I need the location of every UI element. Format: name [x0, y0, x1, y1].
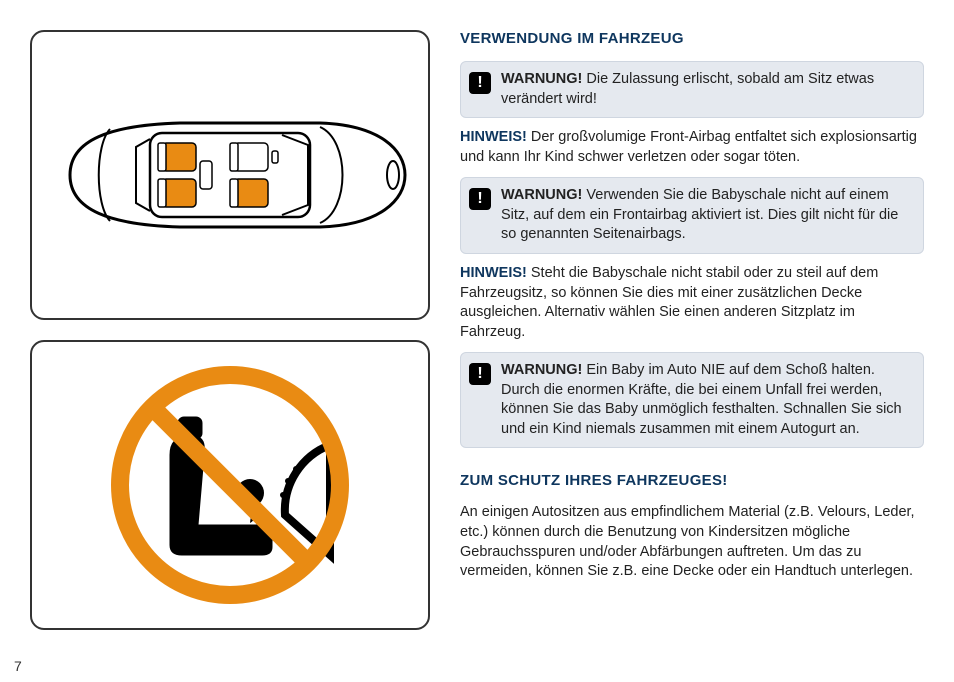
warning-text-1: WARNUNG! Die Zulassung erlischt, sobald … — [501, 70, 913, 109]
spacer — [460, 458, 924, 462]
warning-label: WARNUNG! — [501, 362, 586, 378]
illustration-column — [30, 20, 430, 682]
warning-badge-icon: ! — [469, 72, 491, 94]
warning-label: WARNUNG! — [501, 187, 586, 203]
warning-label: WARNUNG! — [501, 71, 586, 87]
warning-box-3: ! WARNUNG! Ein Baby im Auto NIE auf dem … — [460, 352, 924, 448]
warning-box-1: ! WARNUNG! Die Zulassung erlischt, sobal… — [460, 61, 924, 118]
forbidden-airbag-figure — [30, 340, 430, 630]
section-heading-usage: VERWENDUNG IM FAHRZEUG — [460, 30, 924, 47]
page-number: 7 — [14, 658, 22, 674]
no-child-seat-airbag-icon — [100, 355, 360, 615]
hint-paragraph-2: HINWEIS! Steht die Babyschale nicht stab… — [460, 264, 924, 342]
warning-text-3: WARNUNG! Ein Baby im Auto NIE auf dem Sc… — [501, 361, 913, 439]
text-column: VERWENDUNG IM FAHRZEUG ! WARNUNG! Die Zu… — [460, 20, 924, 682]
warning-box-2: ! WARNUNG! Verwenden Sie die Babyschale … — [460, 177, 924, 254]
warning-badge-icon: ! — [469, 363, 491, 385]
hint-label: HINWEIS! — [460, 265, 531, 281]
car-top-view-icon — [50, 95, 410, 255]
section-heading-protect: ZUM SCHUTZ IHRES FAHRZEUGES! — [460, 472, 924, 489]
hint-label: HINWEIS! — [460, 129, 531, 145]
car-seat-positions-figure — [30, 30, 430, 320]
protect-paragraph: An einigen Autositzen aus empfindlichem … — [460, 503, 924, 581]
manual-page: VERWENDUNG IM FAHRZEUG ! WARNUNG! Die Zu… — [0, 0, 954, 682]
warning-text-2: WARNUNG! Verwenden Sie die Babyschale ni… — [501, 186, 913, 245]
hint-paragraph-1: HINWEIS! Der großvolumige Front-Airbag e… — [460, 128, 924, 167]
warning-badge-icon: ! — [469, 188, 491, 210]
